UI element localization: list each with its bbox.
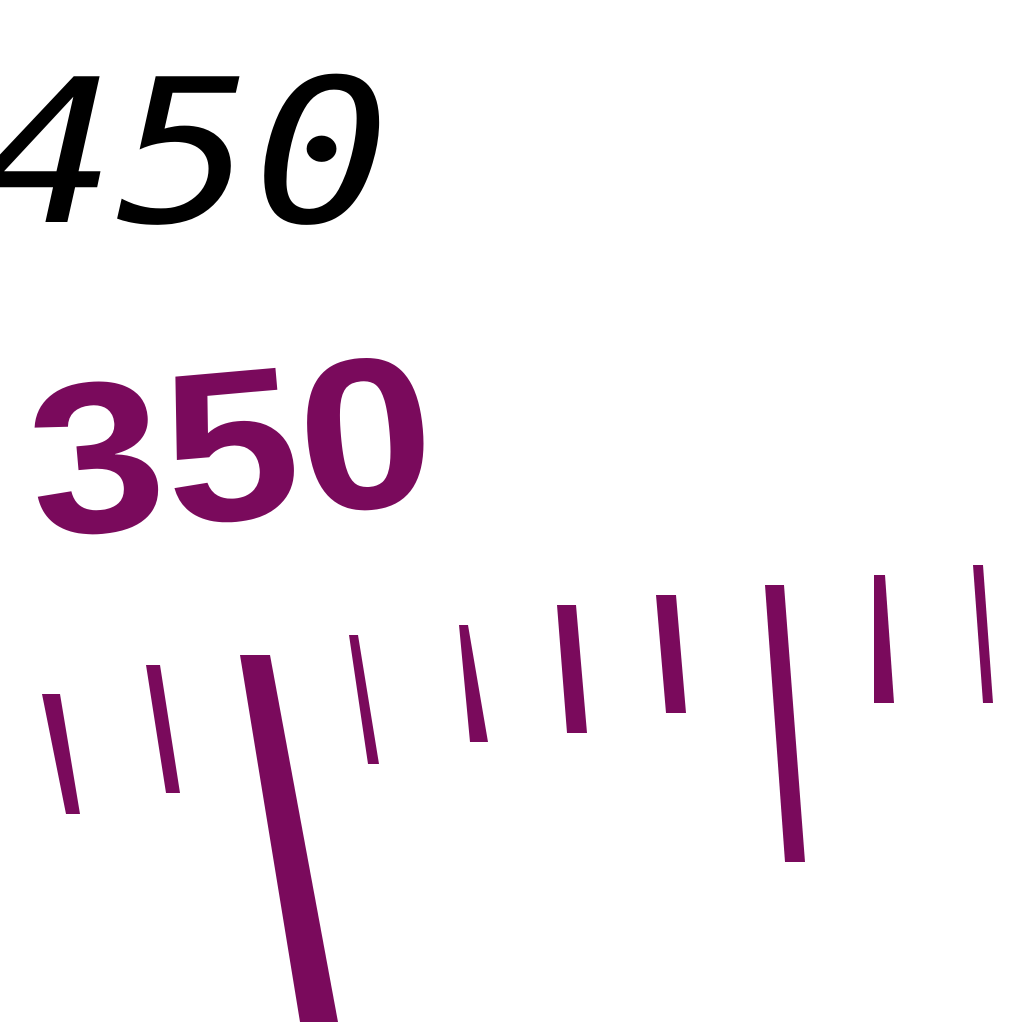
minor-tick bbox=[874, 575, 894, 703]
minor-tick bbox=[973, 565, 993, 703]
minor-tick bbox=[557, 605, 587, 733]
minor-tick bbox=[656, 595, 686, 713]
minor-tick bbox=[42, 694, 80, 814]
tick-marks bbox=[42, 565, 993, 1022]
lower-scale-label: 350 bbox=[19, 308, 443, 583]
minor-tick bbox=[459, 625, 488, 742]
upper-scale-label: 450 bbox=[0, 37, 390, 270]
major-tick bbox=[240, 655, 338, 1022]
minor-tick bbox=[349, 635, 379, 764]
major-tick bbox=[765, 585, 805, 862]
minor-tick bbox=[146, 665, 180, 793]
